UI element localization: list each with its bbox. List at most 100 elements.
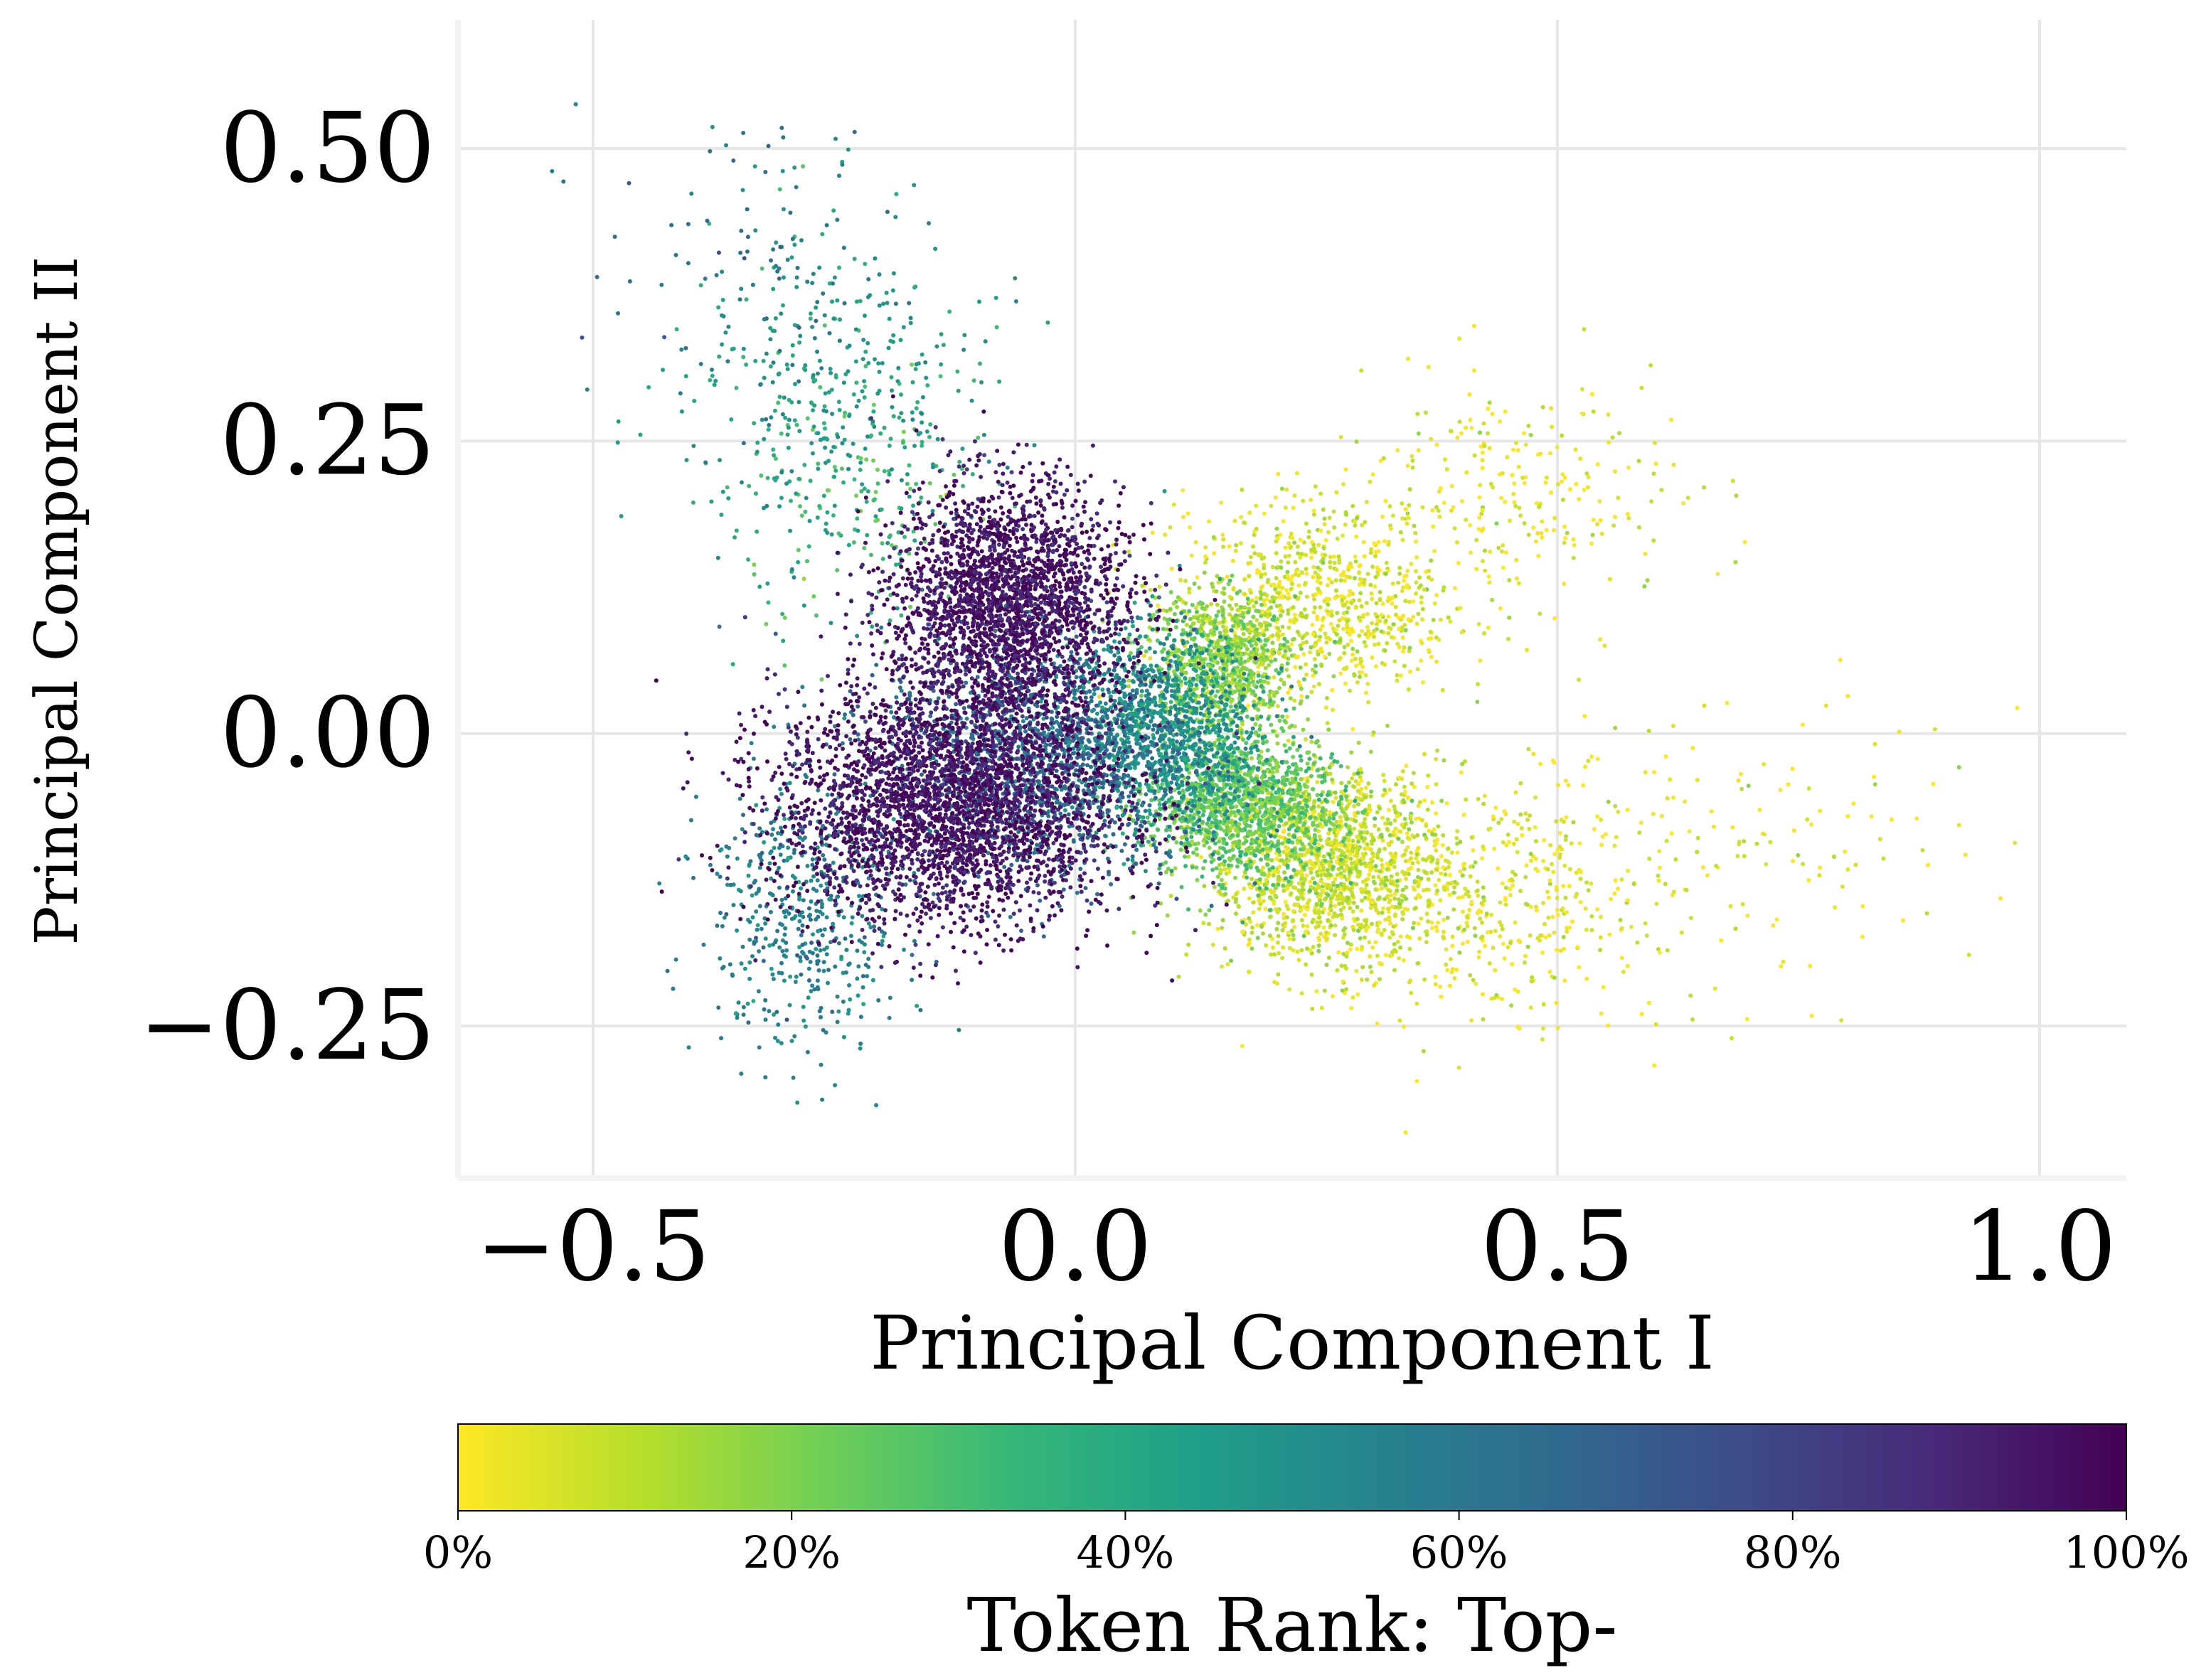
data-point bbox=[1398, 673, 1403, 678]
data-point bbox=[1255, 680, 1260, 685]
data-point bbox=[1434, 593, 1439, 598]
data-point bbox=[1570, 919, 1574, 924]
data-point bbox=[1460, 909, 1465, 914]
data-point bbox=[1486, 406, 1491, 411]
data-point bbox=[1203, 560, 1208, 565]
data-point bbox=[1169, 872, 1174, 877]
data-point bbox=[1333, 796, 1338, 801]
data-point bbox=[1595, 907, 1599, 911]
data-point bbox=[1312, 605, 1317, 610]
data-point bbox=[1577, 841, 1582, 846]
data-point bbox=[1386, 595, 1391, 600]
data-point bbox=[1644, 933, 1649, 938]
data-point bbox=[1449, 508, 1454, 513]
data-point bbox=[1433, 883, 1438, 888]
data-point bbox=[1924, 911, 1929, 916]
data-point bbox=[1275, 704, 1280, 709]
data-point bbox=[1740, 901, 1745, 906]
data-point bbox=[1424, 911, 1429, 916]
data-point bbox=[1168, 525, 1173, 530]
data-point bbox=[1402, 852, 1407, 857]
data-point bbox=[1296, 825, 1301, 830]
data-point bbox=[1380, 793, 1385, 798]
data-point bbox=[1434, 811, 1439, 816]
data-point bbox=[1281, 729, 1286, 734]
data-point bbox=[1328, 872, 1332, 877]
data-point bbox=[1609, 897, 1614, 901]
data-point bbox=[1388, 798, 1393, 803]
data-point bbox=[1313, 815, 1318, 820]
data-point bbox=[1481, 992, 1485, 997]
data-point bbox=[1331, 816, 1336, 821]
data-point bbox=[1324, 695, 1329, 700]
data-point bbox=[1405, 356, 1410, 361]
data-point bbox=[1520, 833, 1525, 838]
data-point bbox=[1269, 659, 1274, 664]
data-point bbox=[1368, 632, 1373, 637]
data-point bbox=[1186, 942, 1191, 947]
data-point bbox=[1735, 854, 1740, 858]
data-point bbox=[1397, 565, 1402, 570]
data-point bbox=[1386, 614, 1391, 619]
data-point bbox=[1881, 856, 1886, 861]
data-point bbox=[1285, 661, 1290, 666]
data-point bbox=[1363, 520, 1368, 525]
data-point bbox=[1263, 638, 1268, 643]
data-point bbox=[1193, 605, 1198, 610]
data-point bbox=[1272, 980, 1277, 985]
data-point bbox=[1287, 648, 1292, 652]
data-point bbox=[1416, 448, 1421, 453]
data-point bbox=[1231, 624, 1235, 628]
data-point bbox=[1762, 762, 1767, 766]
data-point bbox=[1547, 451, 1552, 456]
data-point bbox=[1209, 628, 1214, 633]
data-point bbox=[1394, 782, 1398, 787]
data-point bbox=[1343, 788, 1348, 793]
data-point bbox=[1268, 599, 1273, 604]
data-point bbox=[1998, 896, 2003, 901]
data-point bbox=[1702, 703, 1707, 708]
data-point bbox=[1362, 640, 1367, 645]
data-point bbox=[1321, 925, 1326, 930]
data-point bbox=[1625, 808, 1630, 812]
data-point bbox=[1405, 464, 1410, 469]
data-point bbox=[1234, 602, 1239, 607]
data-point bbox=[1297, 813, 1301, 818]
data-point bbox=[1400, 893, 1405, 898]
data-point bbox=[1157, 584, 1162, 589]
data-point bbox=[1327, 515, 1332, 520]
data-point bbox=[1374, 868, 1379, 873]
data-point bbox=[1515, 850, 1520, 855]
data-point bbox=[1214, 866, 1219, 871]
data-point bbox=[1321, 557, 1326, 562]
data-point bbox=[1346, 593, 1351, 598]
data-point bbox=[1331, 626, 1336, 631]
data-point bbox=[1410, 926, 1415, 931]
data-point bbox=[1437, 637, 1442, 642]
data-point bbox=[1725, 700, 1730, 705]
data-point bbox=[1455, 435, 1460, 440]
data-point bbox=[1454, 836, 1459, 840]
data-point bbox=[1396, 580, 1400, 585]
data-point bbox=[1450, 934, 1455, 939]
data-point bbox=[1277, 865, 1282, 870]
data-point bbox=[1478, 430, 1482, 435]
data-point bbox=[1291, 909, 1296, 914]
data-point bbox=[1550, 758, 1555, 763]
data-point bbox=[1258, 631, 1263, 636]
data-point bbox=[1366, 781, 1371, 786]
data-point bbox=[1350, 866, 1355, 871]
data-point bbox=[1289, 723, 1294, 728]
data-point bbox=[1198, 855, 1203, 860]
data-point bbox=[1309, 972, 1314, 977]
data-point bbox=[1365, 812, 1370, 817]
data-point bbox=[1353, 559, 1358, 564]
data-point bbox=[1317, 915, 1322, 920]
data-point bbox=[1796, 853, 1801, 857]
data-point bbox=[1737, 842, 1742, 847]
data-point bbox=[1383, 953, 1388, 958]
data-point bbox=[1318, 627, 1323, 632]
data-point bbox=[1326, 818, 1331, 823]
data-point bbox=[1552, 616, 1557, 621]
data-point bbox=[1582, 488, 1587, 492]
